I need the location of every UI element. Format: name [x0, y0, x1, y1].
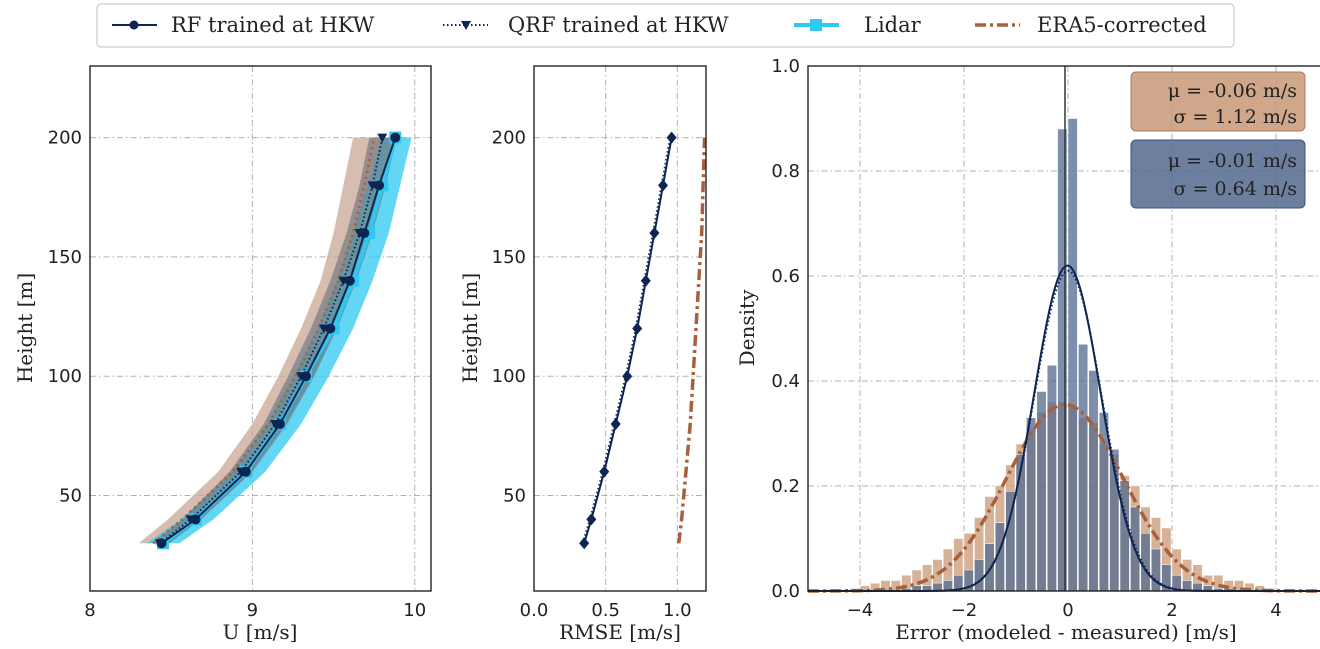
x-axis-label: RMSE [m/s] [559, 620, 681, 644]
rf-point [344, 275, 355, 286]
y-tick-label: 150 [48, 247, 82, 268]
error-histogram-panel: −4 −2 0 2 4 0.0 0.2 0.4 0.6 0.8 1.0 Error (modeled… [735, 56, 1320, 644]
rf-histogram-bar [1078, 344, 1089, 592]
uncertainty-band [138, 137, 391, 544]
rf-histogram-bar [1140, 533, 1151, 592]
legend-label-lidar: Lidar [864, 13, 922, 37]
y-axis-label: Height [m] [13, 273, 37, 383]
triangle-marker-icon [461, 21, 471, 30]
x-tick-label: 0.5 [591, 600, 620, 621]
x-tick-label: 2 [1166, 600, 1177, 621]
legend-label-rf: RF trained at HKW [171, 13, 375, 37]
rf-histogram-bar [974, 559, 985, 592]
rf-histogram-bar [1026, 417, 1037, 592]
stats-sigma-era5: σ = 1.12 m/s [1174, 106, 1297, 128]
rf-rmse-point [622, 370, 633, 383]
legend-entry-era5: ERA5-corrected [975, 13, 1207, 37]
rf-rmse-point [599, 465, 610, 478]
stats-box-era5: μ = -0.06 m/s σ = 1.12 m/s [1130, 71, 1306, 132]
stats-box-bg [1130, 71, 1306, 132]
x-tick-label: 0 [1062, 600, 1073, 621]
legend-label-era5: ERA5-corrected [1037, 13, 1207, 37]
wind-profile-panel: 8 9 10 50 100 150 200 U [m/s] Height [m] [13, 65, 432, 644]
rf-point [374, 180, 385, 191]
y-tick-label: 200 [48, 128, 82, 149]
x-tick-label: 10 [403, 600, 426, 621]
stats-box-rf: μ = -0.01 m/s σ = 0.64 m/s [1130, 139, 1306, 209]
era5-rmse-line [677, 137, 707, 544]
x-axis-label: Error (modeled - measured) [m/s] [895, 620, 1236, 644]
y-tick-label: 200 [492, 128, 526, 149]
legend-entry-qrf: QRF trained at HKW [443, 13, 729, 37]
rf-rmse-point [640, 274, 651, 287]
rf-rmse-point [579, 537, 590, 550]
stats-sigma-rf: σ = 0.64 m/s [1174, 178, 1297, 200]
x-tick-label: 4 [1270, 600, 1281, 621]
legend-frame [96, 3, 1235, 48]
rf-rmse-point [666, 131, 677, 144]
rf-point [274, 418, 285, 429]
y-tick-label: 0.4 [771, 371, 800, 392]
y-axis-label: Height [m] [458, 273, 482, 383]
rf-point [390, 132, 401, 143]
era5-line [152, 137, 376, 545]
qrf-density-curve [808, 269, 1320, 592]
x-tick-label: 1.0 [663, 600, 692, 621]
rf-rmse-line [583, 137, 673, 544]
y-tick-label: 1.0 [771, 56, 800, 77]
y-tick-label: 0.6 [771, 266, 800, 287]
legend-entry-lidar: Lidar [794, 13, 922, 37]
y-tick-label: 50 [59, 486, 82, 507]
y-tick-label: 0.2 [771, 476, 800, 497]
rf-line [160, 137, 397, 545]
x-tick-label: 8 [84, 600, 95, 621]
rf-histogram-bar [1119, 480, 1130, 592]
era5-density-curve [808, 402, 1320, 593]
y-tick-label: 100 [492, 366, 526, 387]
rf-histogram-bar [1067, 118, 1078, 592]
square-marker-icon [810, 19, 822, 31]
x-tick-label: 9 [247, 600, 258, 621]
legend-entry-rf: RF trained at HKW [112, 13, 375, 37]
x-tick-label: 0.0 [520, 600, 549, 621]
y-tick-label: 100 [48, 366, 82, 387]
rf-histogram-bar [1088, 370, 1099, 592]
rf-point [300, 371, 311, 382]
rf-rmse-point [610, 417, 621, 430]
rf-point [240, 466, 251, 477]
stats-box-bg [1130, 139, 1306, 209]
rf-rmse-point [658, 179, 668, 192]
rf-histogram-bar [984, 543, 995, 592]
rf-rmse-point [649, 227, 660, 240]
qrf-rmse-line [581, 137, 672, 544]
x-tick-label: −4 [847, 600, 874, 621]
panel-frame [807, 65, 1320, 592]
legend: RF trained at HKW QRF trained at HKW Lid… [96, 3, 1235, 48]
x-axis-label: U [m/s] [223, 620, 298, 644]
uncertainty-band [151, 137, 397, 544]
qrf-line [159, 137, 384, 545]
rf-point [190, 514, 201, 525]
stats-mu-rf: μ = -0.01 m/s [1168, 150, 1297, 172]
rf-point [325, 323, 336, 334]
rf-rmse-point [632, 322, 643, 335]
y-tick-label: 0.8 [771, 161, 800, 182]
legend-label-qrf: QRF trained at HKW [508, 13, 729, 37]
y-tick-label: 0.0 [771, 581, 800, 602]
circle-marker-icon [129, 20, 139, 30]
panel-frame [533, 65, 707, 592]
x-tick-label: −2 [951, 600, 978, 621]
rf-point [156, 538, 167, 549]
y-tick-label: 150 [492, 247, 526, 268]
stats-mu-era5: μ = -0.06 m/s [1168, 80, 1297, 102]
panel-frame [89, 65, 432, 592]
rf-rmse-point [586, 513, 597, 526]
rmse-panel: 0.0 0.5 1.0 50 100 150 200 RMSE [m/s] Height [… [458, 65, 707, 644]
qrf-point [377, 133, 388, 143]
y-axis-label: Density [735, 289, 759, 366]
y-tick-label: 50 [503, 486, 526, 507]
rf-point [359, 228, 370, 239]
rf-histogram-bar [1046, 365, 1057, 592]
